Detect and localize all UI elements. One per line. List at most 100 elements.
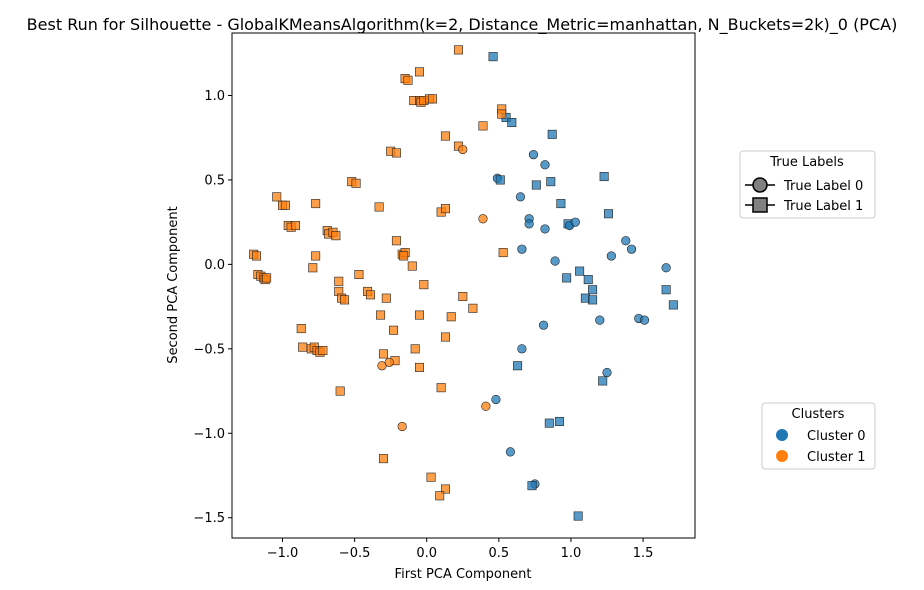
point-square-cluster-0 xyxy=(495,175,505,185)
point-square-cluster-1 xyxy=(365,290,375,300)
point-square-cluster-1 xyxy=(335,386,345,396)
legend-cluster-1-marker xyxy=(776,450,788,462)
point-square-cluster-1 xyxy=(419,280,429,290)
point-square-cluster-1 xyxy=(351,178,361,188)
x-axis: −1.0 −0.5 0.0 0.5 1.0 1.5 xyxy=(267,538,654,561)
legend-true-labels: True Labels True Label 0 True Label 1 xyxy=(739,150,876,219)
point-circle-cluster-0 xyxy=(621,236,631,246)
point-square-cluster-0 xyxy=(513,361,523,371)
y-tick-label: −0.5 xyxy=(193,342,225,357)
point-square-cluster-1 xyxy=(426,472,436,482)
point-square-cluster-1 xyxy=(468,303,478,313)
point-square-cluster-1 xyxy=(311,199,321,209)
legend-true-labels-box xyxy=(739,150,876,219)
point-square-cluster-1 xyxy=(378,349,388,359)
legend-cluster-1-text: Cluster 1 xyxy=(807,450,866,465)
point-square-cluster-1 xyxy=(252,251,262,261)
y-axis: −1.5 −1.0 −0.5 0.0 0.5 1.0 xyxy=(193,89,232,526)
point-circle-cluster-0 xyxy=(606,251,616,261)
point-square-cluster-0 xyxy=(527,481,537,491)
point-square-cluster-1 xyxy=(440,131,450,141)
point-square-cluster-1 xyxy=(311,251,321,261)
point-square-cluster-1 xyxy=(453,45,463,55)
legend-true-label-1-text: True Label 1 xyxy=(783,199,863,214)
point-square-cluster-1 xyxy=(308,263,318,273)
point-circle-cluster-0 xyxy=(517,244,527,254)
x-tick-label: −0.5 xyxy=(339,546,371,561)
point-circle-cluster-0 xyxy=(538,320,549,330)
y-axis-label: Second PCA Component xyxy=(166,206,181,363)
point-square-cluster-1 xyxy=(280,200,290,210)
legend-true-label-0-marker xyxy=(752,177,768,193)
point-square-cluster-1 xyxy=(354,270,364,280)
point-square-cluster-1 xyxy=(290,221,300,231)
point-circle-cluster-0 xyxy=(661,263,671,273)
legend-true-label-0-text: True Label 0 xyxy=(783,179,863,194)
point-circle-cluster-0 xyxy=(550,256,560,266)
point-circle-cluster-0 xyxy=(602,367,612,378)
x-tick-label: 0.5 xyxy=(488,546,509,561)
point-square-cluster-1 xyxy=(378,454,388,464)
point-square-cluster-1 xyxy=(391,236,401,246)
point-circle-cluster-0 xyxy=(505,447,515,457)
legend-clusters-box xyxy=(761,402,876,470)
point-circle-cluster-0 xyxy=(528,150,539,160)
point-square-cluster-1 xyxy=(376,310,386,320)
point-square-cluster-0 xyxy=(488,52,498,62)
point-square-cluster-0 xyxy=(562,273,572,283)
point-square-cluster-1 xyxy=(427,94,437,104)
point-square-cluster-1 xyxy=(340,295,350,305)
point-circle-cluster-0 xyxy=(515,192,526,202)
point-square-cluster-1 xyxy=(262,273,272,283)
point-circle-cluster-0 xyxy=(639,315,650,325)
points-layer xyxy=(249,45,678,521)
point-square-cluster-1 xyxy=(415,67,425,77)
point-circle-cluster-0 xyxy=(517,344,527,354)
legend-cluster-0-marker xyxy=(776,429,788,441)
point-circle-cluster-0 xyxy=(540,160,550,170)
y-tick-label: 0.5 xyxy=(204,173,225,188)
plot-frame xyxy=(231,32,696,539)
point-square-cluster-1 xyxy=(298,342,308,352)
point-square-cluster-0 xyxy=(575,266,585,276)
point-circle-cluster-1 xyxy=(458,144,468,155)
point-square-cluster-0 xyxy=(598,376,608,386)
x-axis-label: First PCA Component xyxy=(395,567,532,582)
point-square-cluster-1 xyxy=(272,192,282,202)
y-tick-label: 0.0 xyxy=(204,258,225,273)
point-square-cluster-0 xyxy=(668,300,678,310)
point-square-cluster-0 xyxy=(588,285,598,295)
y-tick-label: −1.5 xyxy=(193,511,225,526)
point-square-cluster-0 xyxy=(599,172,609,182)
point-circle-cluster-1 xyxy=(397,421,407,432)
x-tick-label: −1.0 xyxy=(267,546,299,561)
point-square-cluster-1 xyxy=(334,276,344,286)
point-square-cluster-1 xyxy=(399,251,409,261)
point-circle-cluster-1 xyxy=(478,214,488,224)
point-square-cluster-1 xyxy=(440,484,450,494)
point-circle-cluster-0 xyxy=(540,224,550,234)
point-circle-cluster-0 xyxy=(524,219,534,229)
point-square-cluster-1 xyxy=(403,75,413,85)
point-square-cluster-1 xyxy=(331,231,341,241)
point-square-cluster-0 xyxy=(573,511,583,521)
legend-true-label-1-marker xyxy=(752,197,768,213)
legend-true-labels-title: True Labels xyxy=(769,155,844,170)
point-square-cluster-0 xyxy=(661,285,671,295)
point-square-cluster-0 xyxy=(583,275,593,285)
point-circle-cluster-1 xyxy=(384,357,394,367)
legend-cluster-0-text: Cluster 0 xyxy=(807,429,866,444)
point-square-cluster-0 xyxy=(547,129,557,139)
point-square-cluster-0 xyxy=(588,295,598,305)
legend-clusters-title: Clusters xyxy=(792,407,845,422)
x-tick-label: 1.5 xyxy=(633,546,654,561)
point-square-cluster-1 xyxy=(410,344,420,354)
point-square-cluster-1 xyxy=(458,291,468,301)
point-square-cluster-1 xyxy=(381,293,391,303)
point-square-cluster-1 xyxy=(497,109,507,119)
x-tick-label: 1.0 xyxy=(561,546,582,561)
point-square-cluster-1 xyxy=(440,332,450,342)
point-square-cluster-0 xyxy=(603,209,613,219)
point-circle-cluster-0 xyxy=(626,244,637,254)
point-square-cluster-1 xyxy=(440,204,450,214)
